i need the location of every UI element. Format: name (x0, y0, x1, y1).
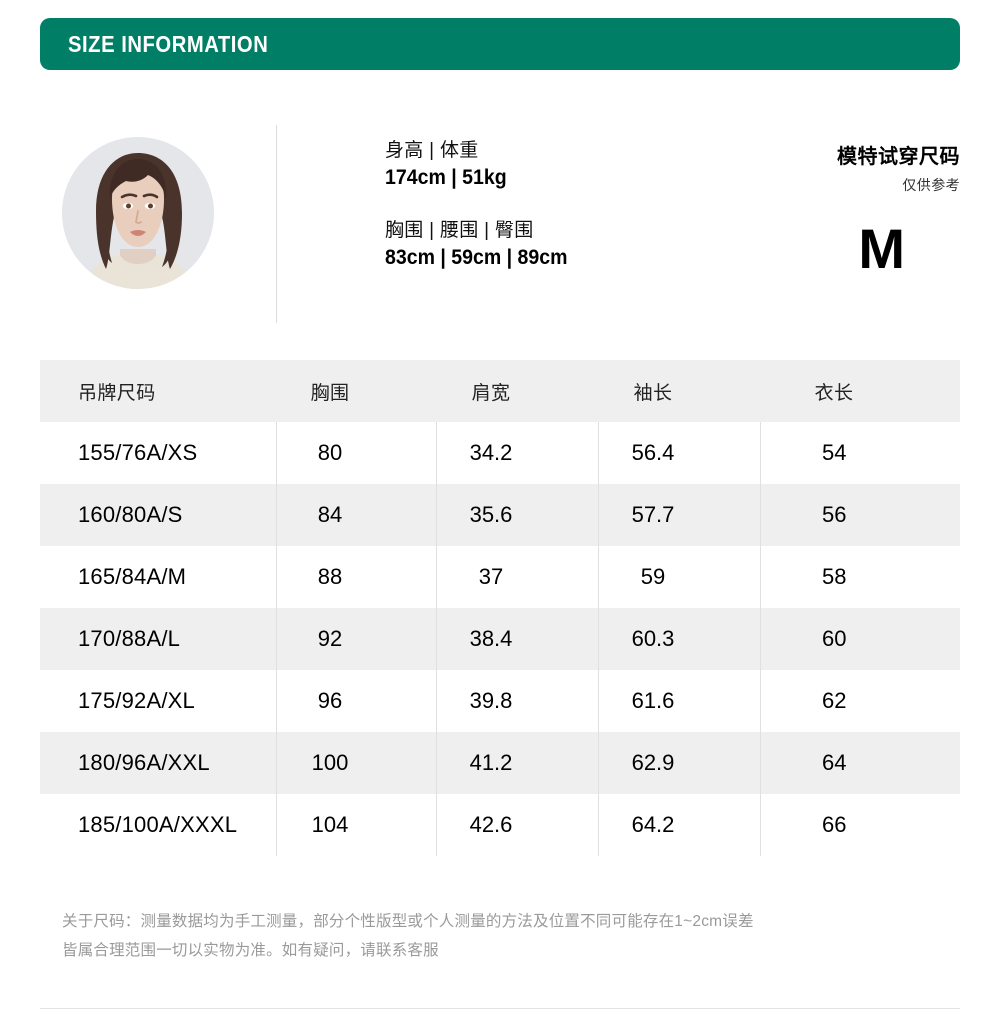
body-measurements-value: 83cm | 59cm | 89cm (385, 245, 568, 269)
model-measurements: 身高 | 体重 174cm | 51kg 胸围 | 腰围 | 臀围 83cm |… (385, 138, 581, 298)
model-info-section: 身高 | 体重 174cm | 51kg 胸围 | 腰围 | 臀围 83cm |… (40, 110, 960, 340)
cell-bust: 104 (275, 794, 436, 856)
cell-sleeve: 62.9 (597, 732, 760, 794)
worn-size-subtitle: 仅供参考 (902, 177, 960, 193)
table-header-row: 吊牌尺码 胸围 肩宽 袖长 衣长 (40, 360, 960, 422)
cell-length: 64 (759, 732, 960, 794)
column-header-sleeve: 袖长 (598, 360, 760, 422)
cell-shoulder: 41.2 (435, 732, 598, 794)
height-weight-label: 身高 | 体重 (385, 140, 479, 161)
cell-size: 155/76A/XS (40, 422, 276, 484)
cell-length: 54 (759, 422, 960, 484)
table-row: 180/96A/XXL 100 41.2 62.9 64 (40, 732, 960, 794)
size-chart-table: 吊牌尺码 胸围 肩宽 袖长 衣长 155/76A/XS 80 34.2 56.4… (40, 360, 960, 856)
cell-bust: 96 (275, 670, 436, 732)
bottom-divider (40, 1008, 960, 1009)
size-disclaimer: 关于尺码：测量数据均为手工测量，部分个性版型或个人测量的方法及位置不同可能存在1… (62, 908, 942, 965)
cell-sleeve: 56.4 (597, 422, 760, 484)
cell-length: 62 (759, 670, 960, 732)
cell-shoulder: 34.2 (435, 422, 598, 484)
cell-length: 60 (759, 608, 960, 670)
table-row: 175/92A/XL 96 39.8 61.6 62 (40, 670, 960, 732)
cell-size: 170/88A/L (40, 608, 276, 670)
size-information-banner: SIZE INFORMATION (40, 18, 960, 70)
column-header-length: 衣长 (760, 360, 960, 422)
table-row: 165/84A/M 88 37 59 58 (40, 546, 960, 608)
cell-sleeve: 60.3 (597, 608, 760, 670)
cell-size: 180/96A/XXL (40, 732, 276, 794)
cell-bust: 80 (275, 422, 436, 484)
table-row: 185/100A/XXXL 104 42.6 64.2 66 (40, 794, 960, 856)
page-title: SIZE INFORMATION (68, 30, 269, 57)
model-info-divider (276, 125, 277, 323)
cell-sleeve: 64.2 (597, 794, 760, 856)
cell-shoulder: 35.6 (435, 484, 598, 546)
cell-bust: 100 (275, 732, 436, 794)
cell-size: 175/92A/XL (40, 670, 276, 732)
body-measurements-label: 胸围 | 腰围 | 臀围 (385, 219, 534, 241)
cell-shoulder: 37 (435, 546, 598, 608)
body-measurements-group: 胸围 | 腰围 | 臀围 83cm | 59cm | 89cm (385, 218, 581, 272)
table-row: 170/88A/L 92 38.4 60.3 60 (40, 608, 960, 670)
cell-length: 66 (759, 794, 960, 856)
cell-shoulder: 39.8 (435, 670, 598, 732)
worn-size-value: M (858, 217, 905, 280)
cell-size: 185/100A/XXXL (40, 794, 276, 856)
cell-size: 165/84A/M (40, 546, 276, 608)
cell-size: 160/80A/S (40, 484, 276, 546)
disclaimer-line-2: 皆属合理范围一切以实物为准。如有疑问，请联系客服 (62, 941, 439, 959)
cell-sleeve: 61.6 (597, 670, 760, 732)
column-header-bust: 胸围 (276, 360, 436, 422)
cell-length: 56 (759, 484, 960, 546)
cell-sleeve: 57.7 (597, 484, 760, 546)
avatar (62, 137, 214, 289)
cell-sleeve: 59 (597, 546, 760, 608)
cell-shoulder: 42.6 (435, 794, 598, 856)
worn-size-title: 模特试穿尺码 (837, 146, 960, 168)
cell-bust: 84 (275, 484, 436, 546)
table-row: 155/76A/XS 80 34.2 56.4 54 (40, 422, 960, 484)
table-row: 160/80A/S 84 35.6 57.7 56 (40, 484, 960, 546)
cell-bust: 88 (275, 546, 436, 608)
height-weight-value: 174cm | 51kg (385, 165, 507, 189)
disclaimer-line-1: 关于尺码：测量数据均为手工测量，部分个性版型或个人测量的方法及位置不同可能存在1… (62, 913, 754, 930)
cell-length: 58 (759, 546, 960, 608)
column-header-shoulder: 肩宽 (436, 360, 598, 422)
column-header-tag-size: 吊牌尺码 (40, 360, 276, 422)
cell-bust: 92 (275, 608, 436, 670)
cell-shoulder: 38.4 (435, 608, 598, 670)
height-weight-group: 身高 | 体重 174cm | 51kg (385, 138, 581, 192)
model-worn-size-section: 模特试穿尺码 仅供参考 M (700, 140, 960, 277)
